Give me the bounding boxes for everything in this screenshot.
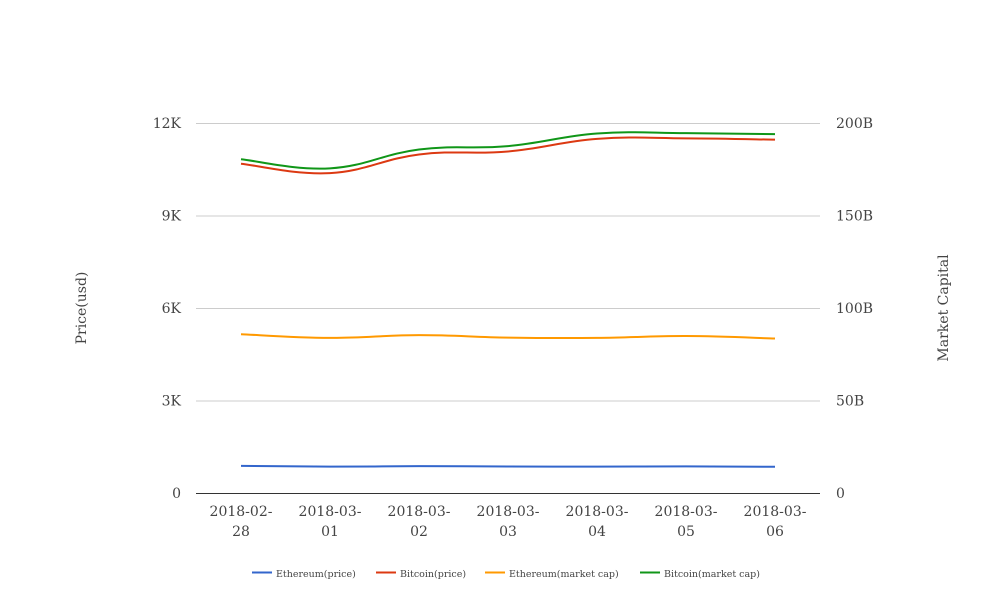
legend-item: Bitcoin(price): [376, 569, 466, 580]
legend-label: Bitcoin(price): [400, 569, 466, 580]
left-y-tick-label: 6K: [162, 301, 182, 317]
legend-label: Ethereum(market cap): [509, 569, 619, 580]
series-line-3: [240, 333, 776, 340]
series-lines: [240, 131, 776, 468]
x-tick-label: 2018-02-28: [210, 504, 273, 540]
series-line-4: [240, 131, 776, 170]
x-tick-label: 2018-03-02: [388, 504, 451, 540]
right-y-tick-label: 100B: [836, 301, 873, 317]
right-y-tick-label: 50B: [836, 394, 864, 410]
left-y-tick-label: 12K: [153, 116, 182, 132]
left-y-tick-label: 0: [172, 486, 181, 502]
x-tick-label: 2018-03-06: [744, 504, 807, 540]
x-tick-label: 2018-03-04: [566, 504, 629, 540]
x-tick-label: 2018-03-05: [655, 504, 718, 540]
legend-item: Ethereum(market cap): [485, 569, 619, 580]
x-tick-label: 2018-03-01: [299, 504, 362, 540]
x-tick-labels: 2018-02-28 2018-03-01 2018-03-02 2018-03-03…: [210, 504, 807, 540]
right-y-tick-label: 150B: [836, 209, 873, 225]
left-y-tick-labels: 0 3K 6K 9K 12K: [153, 116, 182, 502]
legend: Ethereum(price) Bitcoin(price) Ethereum(ma…: [252, 569, 760, 580]
gridlines: [196, 123, 820, 402]
right-y-axis-title: Market Capital: [936, 254, 952, 362]
right-y-tick-label: 0: [836, 486, 845, 502]
legend-item: Ethereum(price): [252, 569, 356, 580]
x-tick-label: 2018-03-03: [477, 504, 540, 540]
series-line-2: [240, 136, 776, 175]
left-y-tick-label: 3K: [162, 394, 182, 410]
left-y-axis-title: Price(usd): [74, 272, 90, 345]
legend-label: Ethereum(price): [276, 569, 356, 580]
left-y-tick-label: 9K: [162, 209, 182, 225]
series-line-1: [240, 464, 776, 468]
legend-item: Bitcoin(market cap): [640, 569, 760, 580]
right-y-tick-labels: 0 50B 100B 150B 200B: [836, 116, 873, 502]
legend-label: Bitcoin(market cap): [664, 569, 760, 580]
right-y-tick-label: 200B: [836, 116, 873, 132]
